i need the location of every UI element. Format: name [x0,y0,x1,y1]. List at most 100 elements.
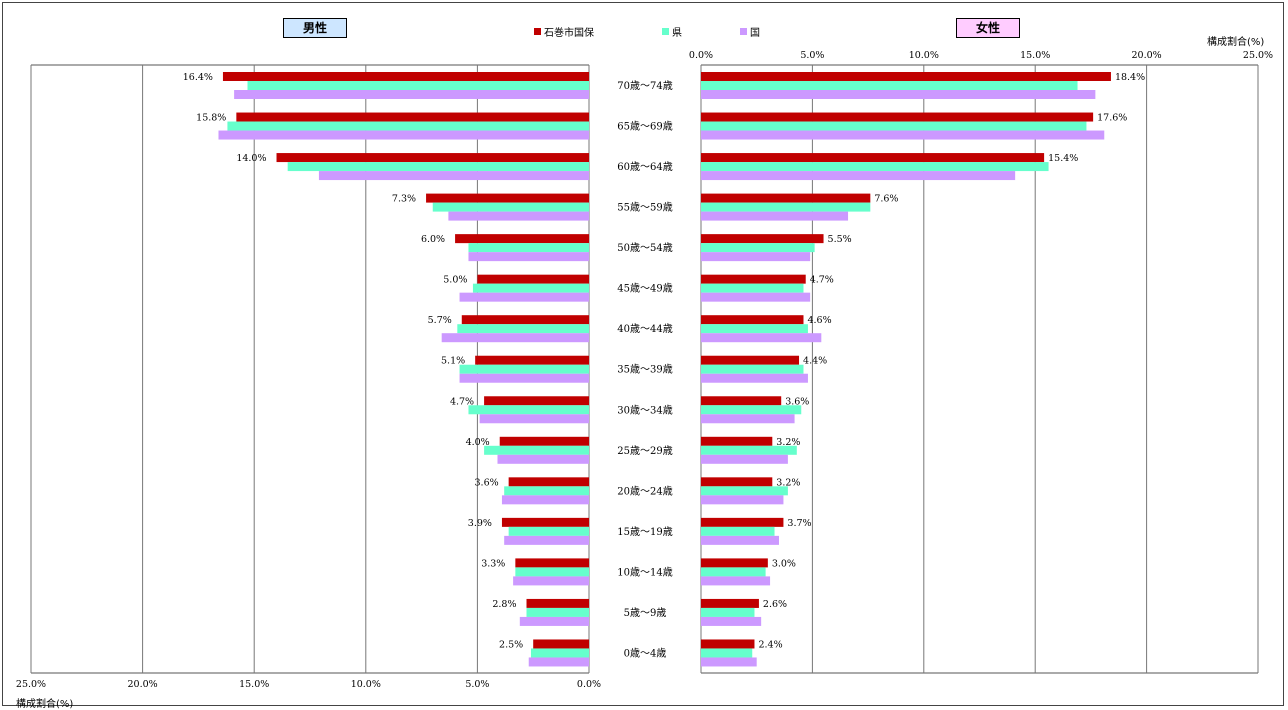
female-bar-national [701,495,784,505]
female-bar-ishinomaki [701,598,759,608]
legend-swatch-national [740,28,747,35]
female-bar-prefecture [701,202,871,212]
male-bar-national [504,535,589,545]
male-bar-prefecture [287,162,589,172]
female-data-label: 3.0% [772,558,796,569]
male-x-tick-label: 20.0% [128,679,158,690]
category-label: 5歳～9歳 [624,607,667,619]
male-x-tick-label: 25.0% [16,679,46,690]
female-x-tick-label: 5.0% [800,50,824,61]
female-bar-national [701,90,1096,99]
male-data-label: 5.0% [443,275,467,286]
male-data-label: 7.3% [392,194,416,205]
male-bar-prefecture [247,81,589,90]
female-data-label: 3.6% [785,396,809,407]
female-bar-ishinomaki [701,517,784,527]
male-data-label: 5.7% [428,315,452,326]
female-data-label: 7.6% [874,194,898,205]
male-x-tick-label: 5.0% [465,679,489,690]
male-x-tick-label: 10.0% [351,679,381,690]
legend-label-national: 国 [750,28,760,39]
female-bar-prefecture [701,81,1078,90]
male-bar-national [497,454,589,464]
legend-swatch-prefecture [662,28,669,35]
female-bar-ishinomaki [701,396,782,406]
male-bar-ishinomaki [526,598,589,608]
female-bar-prefecture [701,607,755,617]
male-bar-prefecture [530,648,589,658]
female-data-label: 4.7% [810,275,834,286]
male-data-label: 6.0% [421,234,445,245]
female-bar-national [701,211,849,221]
male-bar-national [501,495,589,505]
male-bar-prefecture [432,202,589,212]
female-bar-ishinomaki [701,315,804,325]
category-label: 0歳～4歳 [624,647,667,659]
female-bar-national [701,333,822,343]
male-bar-ishinomaki [477,274,589,284]
female-bar-prefecture [701,243,815,253]
female-bar-prefecture [701,283,804,293]
male-bar-national [441,333,589,343]
female-data-label: 5.5% [828,234,852,245]
female-bar-ishinomaki [701,112,1094,122]
female-x-tick-label: 0.0% [689,50,713,61]
female-data-label: 2.4% [758,639,782,650]
female-bar-national [701,576,771,586]
male-bar-ishinomaki [515,558,589,568]
female-data-label: 2.6% [763,599,787,610]
male-data-label: 16.4% [183,72,213,83]
female-bar-ishinomaki [701,355,800,365]
legend-label-prefecture: 県 [672,28,682,39]
male-bar-prefecture [457,324,589,334]
female-bar-national [701,535,779,545]
female-bar-prefecture [701,567,766,577]
female-bar-prefecture [701,445,797,455]
male-bar-prefecture [468,243,589,253]
category-label: 70歳～74歳 [617,80,672,92]
male-data-label: 3.3% [481,558,505,569]
male-bar-prefecture [508,526,589,536]
female-x-tick-label: 20.0% [1132,50,1162,61]
male-bar-national [318,171,589,181]
male-data-label: 15.8% [196,113,226,124]
male-bar-ishinomaki [461,315,589,325]
female-bar-national [701,130,1105,140]
male-bar-prefecture [472,283,589,293]
female-bar-prefecture [701,162,1049,172]
female-data-label: 15.4% [1048,153,1078,164]
category-label: 45歳～49歳 [617,283,672,295]
male-bar-prefecture [504,486,589,496]
male-bar-national [468,252,589,262]
female-bar-ishinomaki [701,639,755,649]
male-bar-ishinomaki [222,72,589,81]
male-bar-national [218,130,589,140]
male-data-label: 4.0% [466,437,490,448]
female-bar-national [701,292,811,302]
male-x-tick-label: 15.0% [239,679,269,690]
male-bar-ishinomaki [475,355,589,365]
legend-item-ishinomaki: 石巻市国保 [534,24,594,39]
female-bar-prefecture [701,486,788,496]
category-label: 50歳～54歳 [617,242,672,254]
female-data-label: 4.6% [807,315,831,326]
female-bar-national [701,657,757,667]
male-bar-ishinomaki [455,234,589,244]
female-data-label: 3.2% [776,437,800,448]
male-bar-ishinomaki [508,477,589,487]
male-data-label: 2.8% [492,599,516,610]
female-bar-ishinomaki [701,234,824,244]
male-data-label: 3.9% [468,518,492,529]
legend-item-national: 国 [740,24,760,39]
female-data-label: 3.2% [776,477,800,488]
female-bar-national [701,171,1016,181]
female-axis-title: 構成割合(%) [1207,37,1265,48]
female-x-tick-label: 25.0% [1243,50,1273,61]
female-bar-prefecture [701,648,753,658]
male-bar-prefecture [526,607,589,617]
male-bar-ishinomaki [533,639,589,649]
female-x-tick-label: 10.0% [909,50,939,61]
female-bar-prefecture [701,405,802,415]
female-data-label: 4.4% [803,356,827,367]
